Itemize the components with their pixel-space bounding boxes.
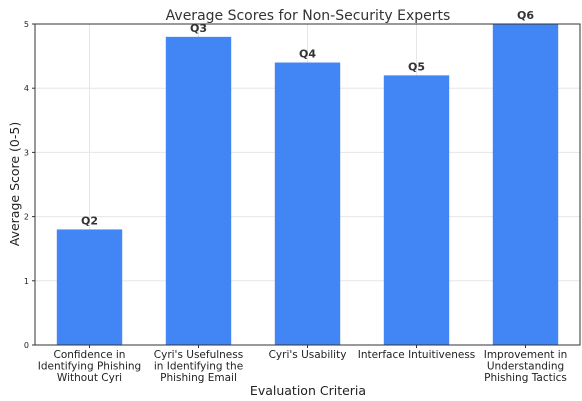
x-category-label: Cyri's Usefulness in Identifying the Phish… (154, 349, 243, 384)
x-category-label-line: Phishing Tactics (484, 372, 567, 384)
x-category-label-line: in Identifying the (154, 361, 243, 373)
x-category-label-line: Identifying Phishing (38, 361, 141, 373)
y-tick-label: 4 (24, 84, 29, 93)
y-tick-label: 2 (24, 213, 29, 222)
x-category-label: Cyri's Usability (269, 349, 347, 361)
x-category-label-line: Without Cyri (57, 372, 122, 384)
bar-label: Q4 (299, 48, 316, 61)
bar-value-labels: Q2 Q3 Q4 Q5 Q6 (81, 9, 534, 227)
x-category-label-line: Interface Intuitiveness (358, 349, 476, 361)
x-category-label-line: Confidence in (54, 349, 126, 361)
x-category-label: Confidence in Identifying Phishing Without… (38, 349, 141, 384)
bar-label: Q5 (408, 60, 425, 73)
bar-label: Q3 (190, 22, 207, 35)
y-tick-labels: 0 1 2 3 4 5 (24, 20, 29, 350)
bar-label: Q2 (81, 214, 98, 227)
y-tick-label: 0 (24, 341, 29, 350)
x-category-label-line: Understanding (487, 361, 564, 373)
bar-label: Q6 (517, 9, 534, 22)
chart-title: Average Scores for Non-Security Experts (166, 8, 451, 24)
x-axis-title: Evaluation Criteria (250, 383, 366, 398)
bar (56, 229, 123, 345)
x-category-label-line: Cyri's Usefulness (154, 349, 243, 361)
bar (492, 24, 559, 345)
y-tick-label: 5 (24, 20, 29, 29)
bar (274, 62, 341, 346)
x-category-labels: Confidence in Identifying Phishing Without… (38, 349, 568, 384)
axes (32, 23, 581, 348)
x-category-label-line: Improvement in (484, 349, 568, 361)
y-tick-label: 3 (24, 148, 29, 157)
bars (56, 24, 559, 346)
bar (165, 36, 232, 346)
x-category-label: Improvement in Understanding Phishing Tact… (484, 349, 568, 384)
x-category-label-line: Phishing Email (160, 372, 237, 384)
y-tick-label: 1 (24, 277, 29, 286)
x-category-label: Interface Intuitiveness (358, 349, 476, 361)
plot-frame (34, 23, 581, 346)
x-category-label-line: Cyri's Usability (269, 349, 347, 361)
y-axis-title: Average Score (0-5) (7, 122, 22, 246)
bar (383, 75, 450, 346)
